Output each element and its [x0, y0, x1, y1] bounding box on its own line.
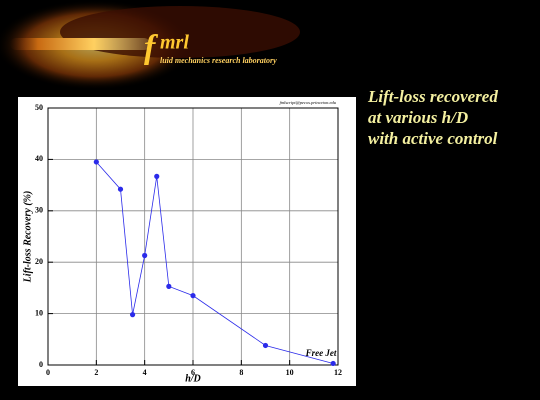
- data-point: [262, 342, 269, 349]
- y-axis-label: Lift-loss Recovery (%): [22, 191, 33, 284]
- data-point: [166, 283, 172, 289]
- x-tick-label: 12: [334, 368, 342, 377]
- x-axis-label: h/D: [185, 373, 201, 384]
- logo-subtitle: luid mechanics research laboratory: [160, 56, 277, 65]
- title-line: with active control: [368, 129, 498, 148]
- slide-title: Lift-loss recovered at various h/D with …: [367, 87, 498, 148]
- x-tick-label: 6: [191, 368, 195, 377]
- y-tick-label: 20: [35, 257, 43, 266]
- data-point: [330, 360, 336, 367]
- logo-rest: mrl: [160, 32, 189, 54]
- data-point: [190, 293, 196, 299]
- x-tick-label: 0: [46, 368, 50, 377]
- data-point: [93, 159, 99, 165]
- data-point: [142, 252, 148, 259]
- annotation: Free Jet: [305, 348, 337, 358]
- x-tick-label: 8: [239, 368, 243, 377]
- logo-tail: [10, 38, 150, 50]
- data-point: [117, 186, 124, 192]
- y-tick-label: 30: [35, 206, 43, 215]
- y-tick-label: 0: [39, 360, 43, 369]
- x-tick-label: 4: [143, 368, 147, 377]
- chart: 0 10 20 30 40 50 0 2 4 6 8 10 12 fmlscript@pecos.prin…: [22, 100, 342, 384]
- x-tick-label: 2: [94, 368, 98, 377]
- y-tick-label: 40: [35, 154, 43, 163]
- data-point: [154, 173, 160, 179]
- y-tick-label: 50: [35, 103, 43, 112]
- x-tick-label: 10: [286, 368, 294, 377]
- data-point: [129, 312, 136, 318]
- logo-initial: f: [144, 29, 159, 66]
- title-line: at various h/D: [368, 108, 468, 127]
- credit: fmlscript@pecos.princeton.edu: [280, 100, 337, 105]
- chart-panel: [18, 97, 356, 386]
- plot-frame: [47, 107, 339, 366]
- y-tick-label: 10: [35, 308, 43, 317]
- title-line: Lift-loss recovered: [367, 87, 498, 106]
